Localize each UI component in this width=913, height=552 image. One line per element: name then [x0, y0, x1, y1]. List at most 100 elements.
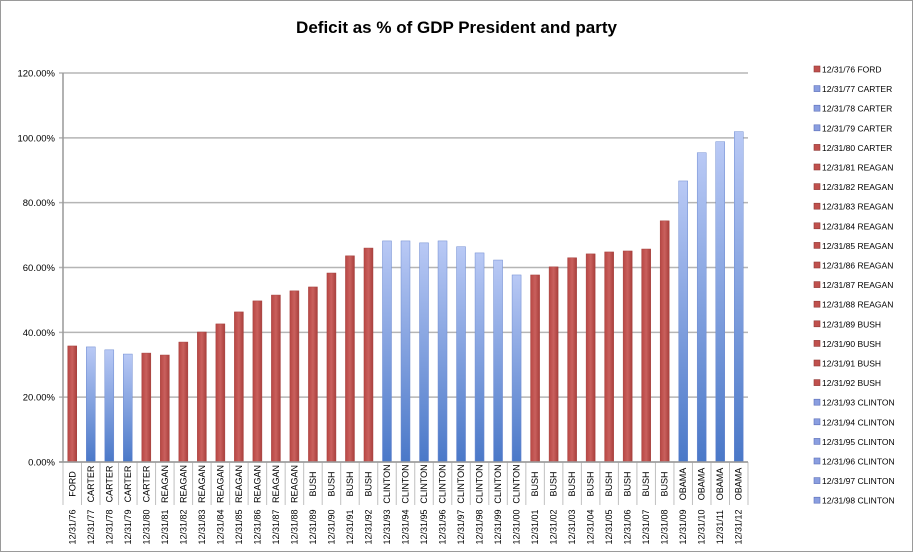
x-president-label: FORD: [67, 471, 77, 497]
x-date-label: 12/31/90: [326, 509, 336, 544]
x-president-label: REAGAN: [197, 465, 207, 503]
x-president-label: REAGAN: [289, 465, 299, 503]
legend-swatch: [813, 418, 821, 426]
x-president-label: BUSH: [530, 471, 540, 496]
legend-entry: 12/31/80 CARTER: [822, 143, 892, 153]
bar: [363, 247, 374, 463]
x-president-label: CLINTON: [475, 464, 485, 503]
x-date-label: 12/31/87: [271, 509, 281, 544]
legend-entry: 12/31/88 REAGAN: [822, 300, 893, 310]
legend-swatch: [813, 477, 821, 484]
x-date-label: 12/31/01: [530, 509, 540, 544]
x-president-label: CARTER: [141, 465, 151, 502]
y-tick-label: 80.00%: [23, 198, 56, 209]
x-date-label: 12/31/93: [382, 509, 392, 544]
bar: [641, 248, 651, 463]
x-date-label: 12/31/76: [67, 509, 77, 544]
legend-swatch: [813, 124, 821, 132]
bar: [511, 274, 522, 463]
legend-swatch: [813, 457, 821, 465]
x-president-label: OBAMA: [678, 468, 688, 501]
legend-swatch: [813, 183, 821, 190]
x-date-label: 12/31/00: [512, 509, 522, 544]
legend-entry: 12/31/78 CARTER: [822, 104, 892, 114]
legend-entry: 12/31/81 REAGAN: [822, 163, 893, 173]
legend-entry: 12/31/79 CARTER: [822, 123, 892, 133]
x-date-label: 12/31/83: [197, 509, 207, 544]
x-president-label: REAGAN: [234, 465, 244, 503]
x-president-label: REAGAN: [178, 465, 188, 503]
x-date-label: 12/31/98: [475, 509, 485, 544]
x-date-label: 12/31/84: [215, 509, 225, 544]
bar: [437, 240, 448, 463]
legend-entry: 12/31/85 REAGAN: [822, 241, 893, 251]
legend-swatch: [813, 163, 821, 171]
bar: [289, 290, 300, 463]
x-date-label: 12/31/04: [586, 509, 596, 544]
legend-entry: 12/31/83 REAGAN: [822, 202, 893, 212]
legend-entry: 12/31/84 REAGAN: [822, 221, 893, 231]
x-president-label: BUSH: [326, 471, 336, 496]
x-president-label: REAGAN: [271, 465, 281, 503]
x-president-label: BUSH: [345, 471, 355, 496]
bar: [548, 266, 559, 463]
x-president-label: CLINTON: [438, 464, 448, 503]
legend-swatch: [813, 359, 821, 367]
legend-swatch: [813, 202, 821, 210]
bar: [622, 250, 633, 463]
bar: [104, 349, 115, 463]
x-president-label: REAGAN: [160, 465, 170, 503]
x-president-label: BUSH: [641, 471, 651, 496]
bar: [419, 242, 429, 463]
legend-swatch: [813, 222, 821, 230]
x-date-label: 12/31/77: [86, 509, 96, 544]
bar: [400, 240, 411, 463]
legend-entry: 12/31/95 CLINTON: [822, 437, 895, 447]
legend-swatch: [813, 281, 821, 288]
x-date-label: 12/31/02: [549, 509, 559, 544]
bar: [308, 286, 318, 463]
x-date-label: 12/31/08: [660, 509, 670, 544]
x-date-label: 12/31/88: [289, 509, 299, 544]
legend-entry: 12/31/94 CLINTON: [822, 417, 895, 427]
x-president-label: OBAMA: [715, 468, 725, 501]
legend-swatch: [813, 104, 821, 112]
legend-entry: 12/31/92 BUSH: [822, 378, 881, 388]
bar: [67, 345, 78, 463]
bar: [271, 294, 281, 463]
bar: [585, 253, 596, 463]
bar: [530, 274, 540, 463]
x-date-label: 12/31/06: [623, 509, 633, 544]
y-tick-label: 120.00%: [17, 69, 55, 80]
x-president-label: BUSH: [660, 471, 670, 496]
x-date-label: 12/31/78: [104, 509, 114, 544]
bar: [345, 255, 355, 463]
legend-swatch: [813, 85, 821, 92]
x-date-label: 12/31/91: [345, 509, 355, 544]
legend-entry: 12/31/97 CLINTON: [822, 476, 895, 486]
x-president-label: CARTER: [123, 465, 133, 502]
x-president-label: BUSH: [308, 471, 318, 496]
bar: [456, 246, 466, 463]
legend-swatch: [813, 340, 821, 347]
x-president-label: OBAMA: [697, 468, 707, 501]
x-date-label: 12/31/79: [123, 509, 133, 544]
legend-entry: 12/31/93 CLINTON: [822, 398, 895, 408]
x-president-label: BUSH: [586, 471, 596, 496]
bar: [141, 352, 152, 463]
x-date-label: 12/31/10: [697, 509, 707, 544]
x-president-label: BUSH: [363, 471, 373, 496]
bar: [326, 272, 337, 463]
legend-swatch: [813, 144, 821, 151]
x-president-label: CLINTON: [401, 464, 411, 503]
legend-entry: 12/31/89 BUSH: [822, 319, 881, 329]
bar: [678, 180, 688, 463]
bar: [493, 259, 503, 463]
bar: [123, 353, 133, 463]
bar: [252, 300, 263, 463]
x-date-label: 12/31/86: [252, 509, 262, 544]
x-date-label: 12/31/85: [234, 509, 244, 544]
x-date-label: 12/31/97: [456, 509, 466, 544]
y-tick-label: 20.00%: [23, 393, 56, 404]
bar: [474, 252, 485, 463]
